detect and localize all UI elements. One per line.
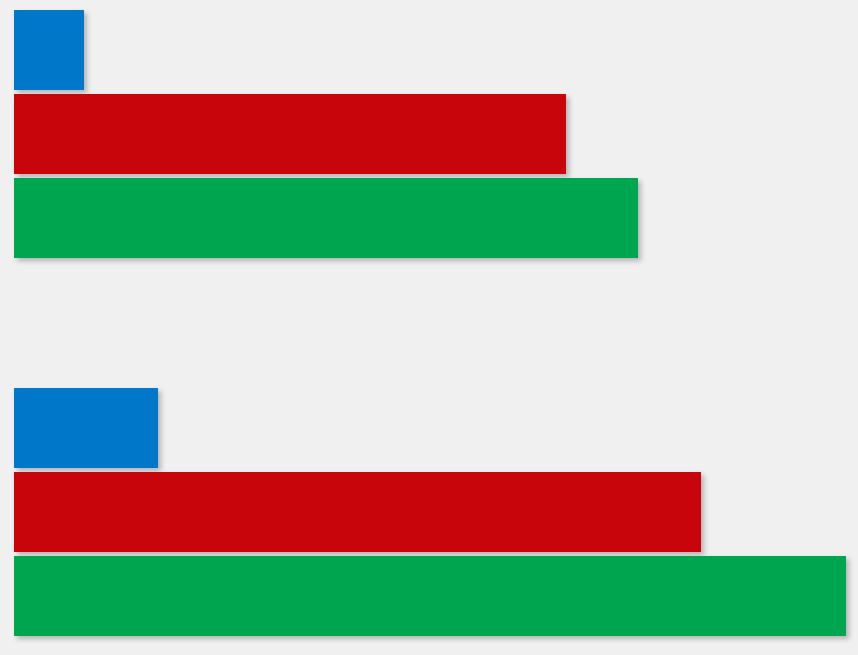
bar-group0-bar2: [14, 178, 638, 258]
bar-group0-bar0: [14, 10, 84, 90]
bar-group1-bar1: [14, 472, 701, 552]
bar-group0-bar1: [14, 94, 566, 174]
bar-group1-bar2: [14, 556, 846, 636]
bar-group1-bar0: [14, 388, 158, 468]
